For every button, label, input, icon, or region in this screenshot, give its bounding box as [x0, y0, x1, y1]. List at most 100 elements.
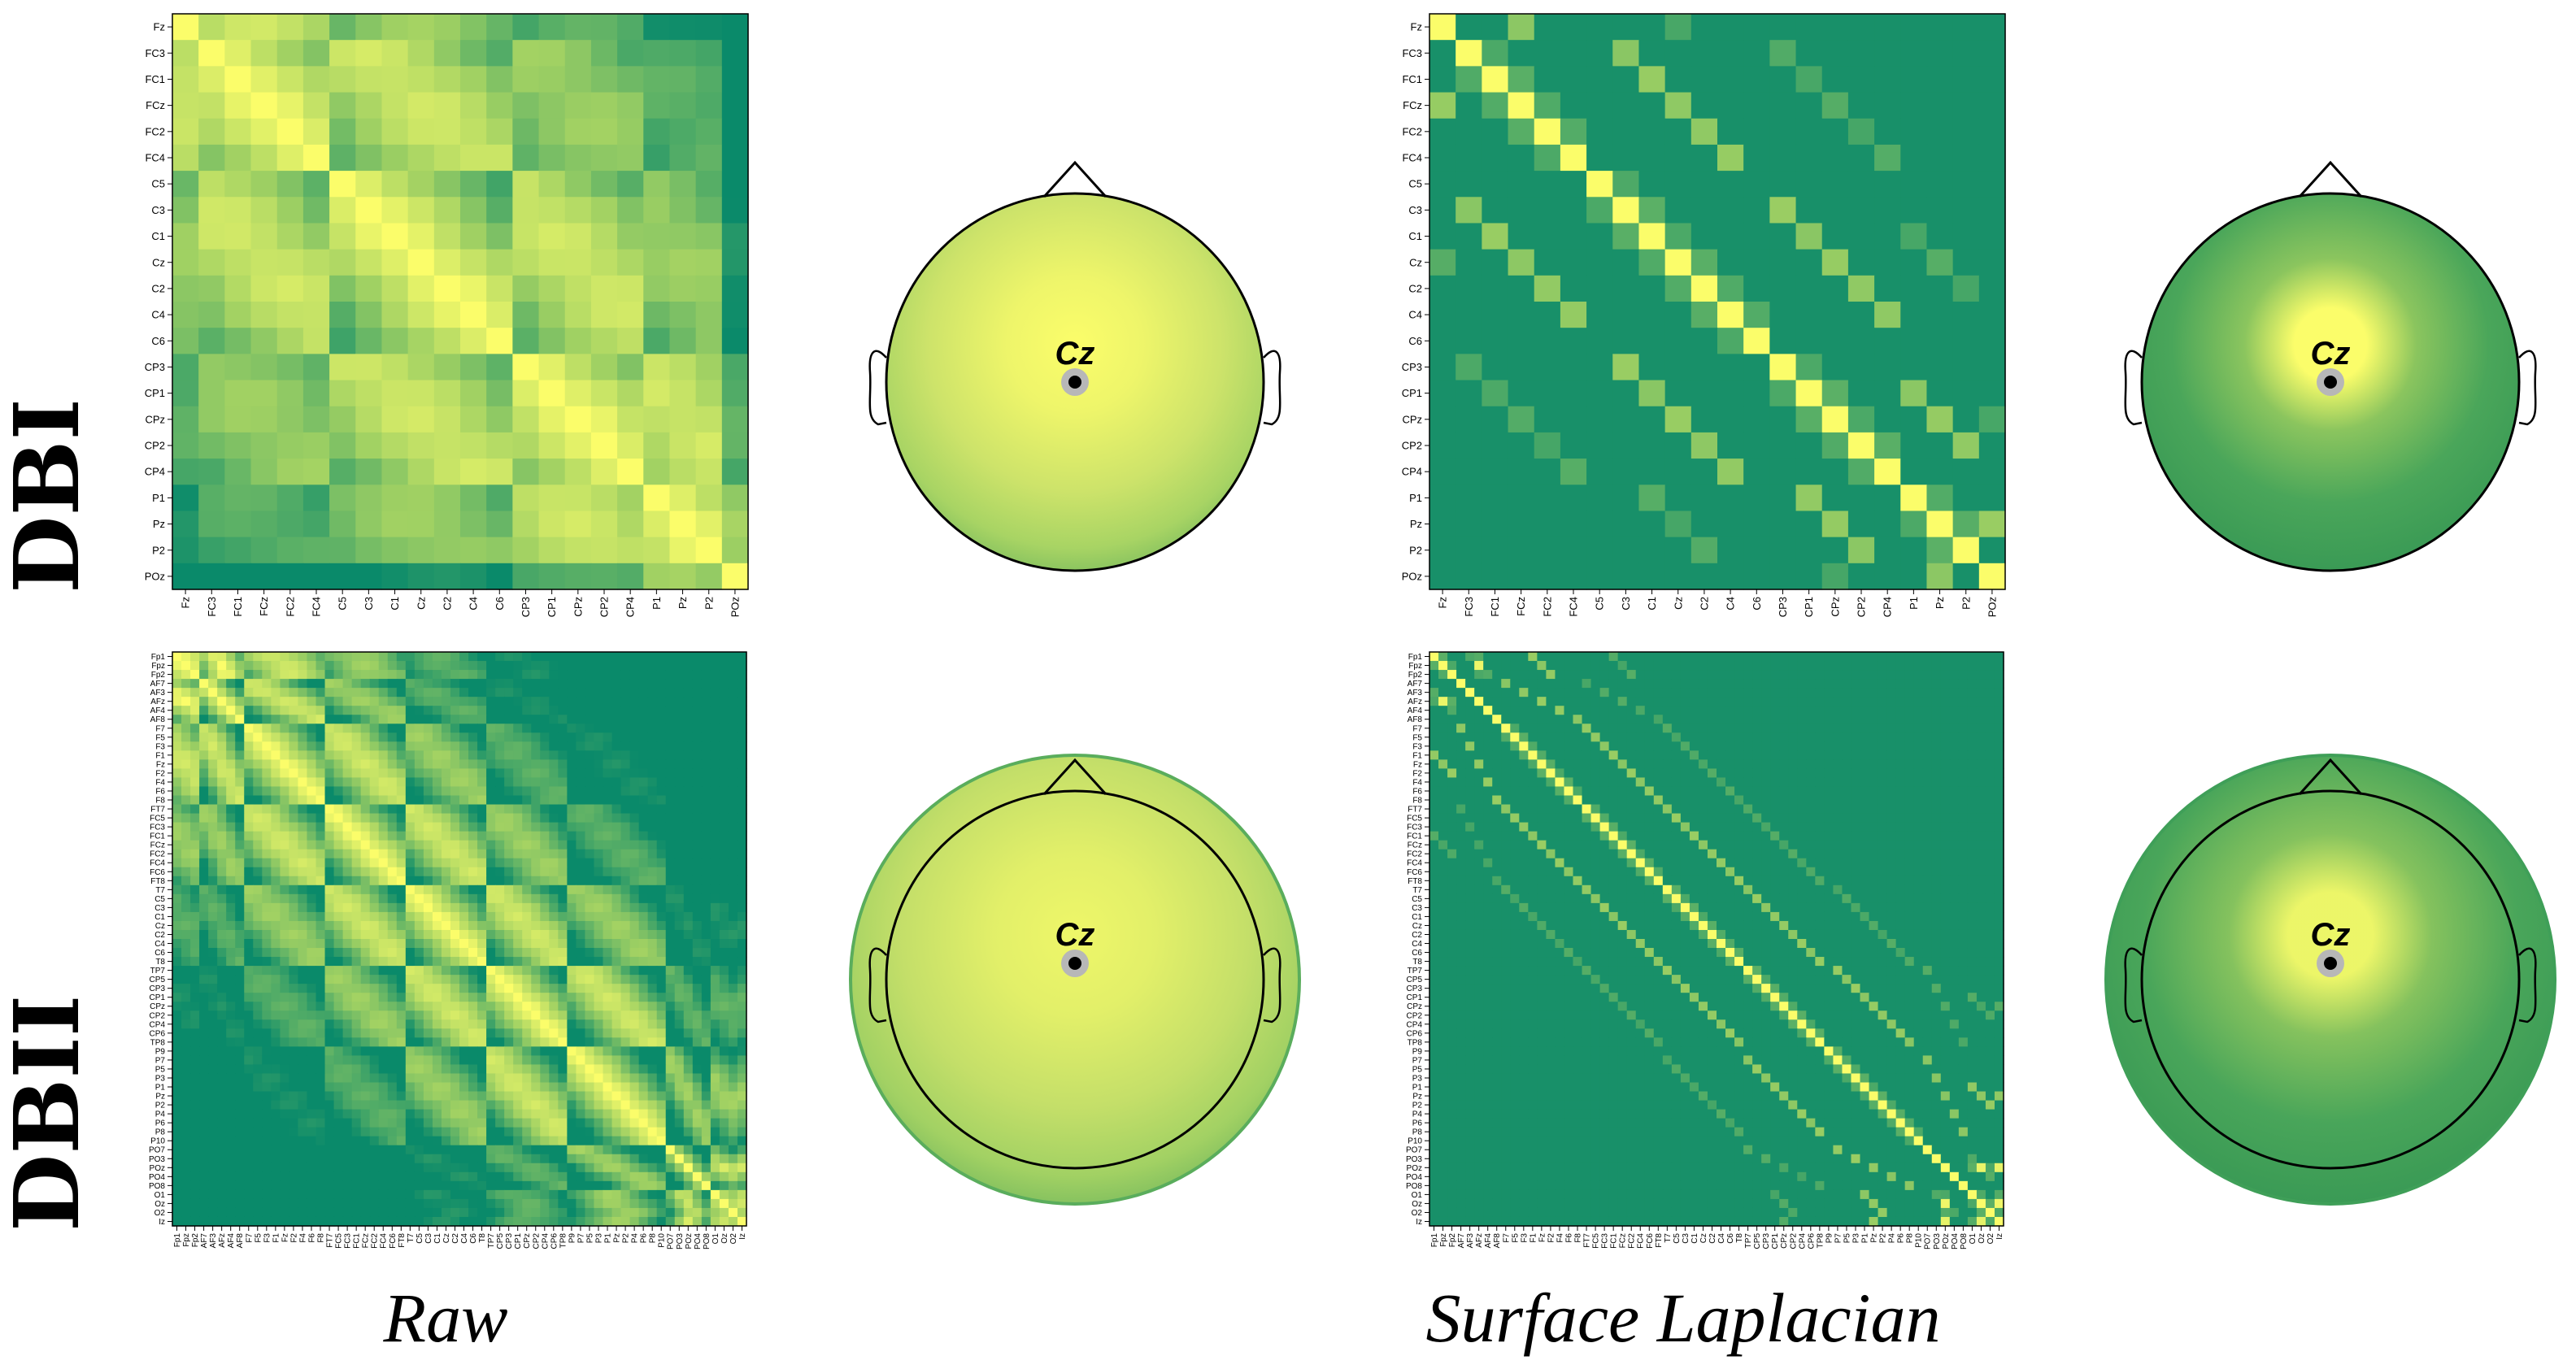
- heatmap-cell: [737, 1028, 747, 1038]
- heatmap-cell: [450, 920, 460, 931]
- heatmap-cell: [468, 768, 478, 779]
- heatmap-cell: [414, 1136, 424, 1146]
- heatmap-cell: [333, 822, 344, 832]
- heatmap-cell: [603, 804, 613, 815]
- heatmap-cell: [217, 849, 227, 859]
- heatmap-cell: [378, 670, 389, 680]
- heatmap-cell: [333, 724, 344, 733]
- heatmap-cell: [271, 688, 281, 698]
- heatmap-cell: [620, 715, 631, 724]
- heatmap-cell: [351, 750, 362, 760]
- heatmap-cell: [638, 1127, 649, 1137]
- heatmap-cell: [549, 929, 559, 940]
- heatmap-cell: [423, 706, 433, 715]
- heatmap-cell: [253, 1028, 263, 1038]
- heatmap-cell: [603, 795, 613, 806]
- heatmap-cell: [513, 1073, 523, 1084]
- heatmap-cell: [538, 406, 566, 433]
- heatmap-cell: [486, 66, 513, 93]
- heatmap-cell: [460, 380, 487, 407]
- heatmap-cell: [513, 688, 523, 698]
- heatmap-cell: [324, 1064, 335, 1075]
- heatmap-cell: [199, 984, 209, 993]
- heatmap-cell: [737, 750, 747, 760]
- heatmap-cell: [1586, 118, 1613, 146]
- heatmap-cell: [701, 1002, 711, 1011]
- heatmap-cell: [459, 1171, 469, 1182]
- heatmap-cell: [396, 1154, 407, 1164]
- heatmap-cell: [1978, 406, 2006, 433]
- heatmap-cell: [253, 1100, 263, 1110]
- heatmap-cell: [378, 688, 389, 698]
- heatmap-cell: [271, 750, 281, 760]
- heatmap-cell: [271, 768, 281, 779]
- heatmap-cell: [369, 706, 380, 715]
- heatmap-cell: [235, 661, 245, 671]
- heatmap-cell: [329, 66, 356, 93]
- heatmap-cell: [719, 1109, 729, 1119]
- heatmap-cell: [656, 804, 667, 815]
- heatmap-cell: [665, 1073, 676, 1084]
- heatmap-cell: [701, 840, 711, 850]
- heatmap-cell: [324, 1163, 335, 1173]
- heatmap-cell: [513, 929, 523, 940]
- heatmap-cell: [271, 786, 281, 797]
- heatmap-cell: [342, 984, 353, 993]
- heatmap-cell: [351, 652, 362, 662]
- heatmap-cell: [629, 884, 640, 895]
- heatmap-cell: [396, 741, 407, 751]
- heatmap-cell: [620, 1171, 631, 1182]
- heatmap-cell: [387, 1091, 398, 1102]
- heatmap-cell: [558, 732, 568, 742]
- heatmap-cell: [558, 786, 568, 797]
- heatmap-cell: [629, 948, 640, 958]
- heatmap-cell: [244, 750, 254, 760]
- heatmap-cell: [441, 732, 451, 742]
- heatmap-cell: [477, 670, 487, 680]
- heatmap-cell: [1952, 249, 1980, 276]
- heatmap-cell: [477, 1180, 487, 1191]
- heatmap-cell: [396, 1082, 407, 1093]
- heatmap-cell: [1664, 144, 1692, 172]
- heatmap-cell: [656, 957, 667, 967]
- heatmap-cell: [647, 1082, 658, 1093]
- heatmap-cell: [315, 984, 326, 993]
- heatmap-cell: [253, 1037, 263, 1047]
- heatmap-cell: [298, 975, 308, 984]
- heatmap-cell: [450, 768, 460, 779]
- heatmap-cell: [342, 1073, 353, 1084]
- heatmap-cell: [512, 223, 540, 250]
- heatmap-cell: [1456, 563, 1482, 590]
- heatmap-cell: [181, 831, 191, 841]
- heatmap-cell: [360, 1073, 371, 1084]
- heatmap-cell: [728, 1180, 738, 1191]
- heatmap-cell: [585, 902, 595, 913]
- heatmap-cell: [719, 697, 729, 706]
- heatmap-cell: [244, 993, 254, 1002]
- heatmap-cell: [513, 1127, 523, 1137]
- heatmap-cell: [226, 966, 236, 976]
- heatmap-cell: [190, 876, 200, 886]
- heatmap-cell: [1900, 92, 1928, 120]
- heatmap-cell: [271, 902, 281, 913]
- heatmap-cell: [1664, 459, 1692, 485]
- heatmap-cell: [289, 786, 299, 797]
- heatmap-cell: [1690, 223, 1718, 250]
- heatmap-cell: [315, 993, 326, 1002]
- heatmap-cell: [333, 759, 344, 770]
- heatmap-cell: [692, 1064, 703, 1075]
- heatmap-cell: [558, 679, 568, 689]
- heatmap-cell: [513, 652, 523, 662]
- heatmap-cell: [477, 652, 487, 662]
- heatmap-cell: [226, 1145, 236, 1155]
- heatmap-cell: [674, 893, 685, 904]
- heatmap-cell: [450, 831, 460, 841]
- heatmap-cell: [226, 1127, 236, 1137]
- heatmap-cell: [669, 354, 697, 381]
- heatmap-cell: [620, 966, 631, 976]
- heatmap-cell: [423, 1002, 433, 1011]
- heatmap-cell: [351, 1163, 362, 1173]
- heatmap-cell: [329, 459, 356, 485]
- heatmap-cell: [1690, 328, 1718, 354]
- y-tick-label: CP4: [145, 466, 165, 478]
